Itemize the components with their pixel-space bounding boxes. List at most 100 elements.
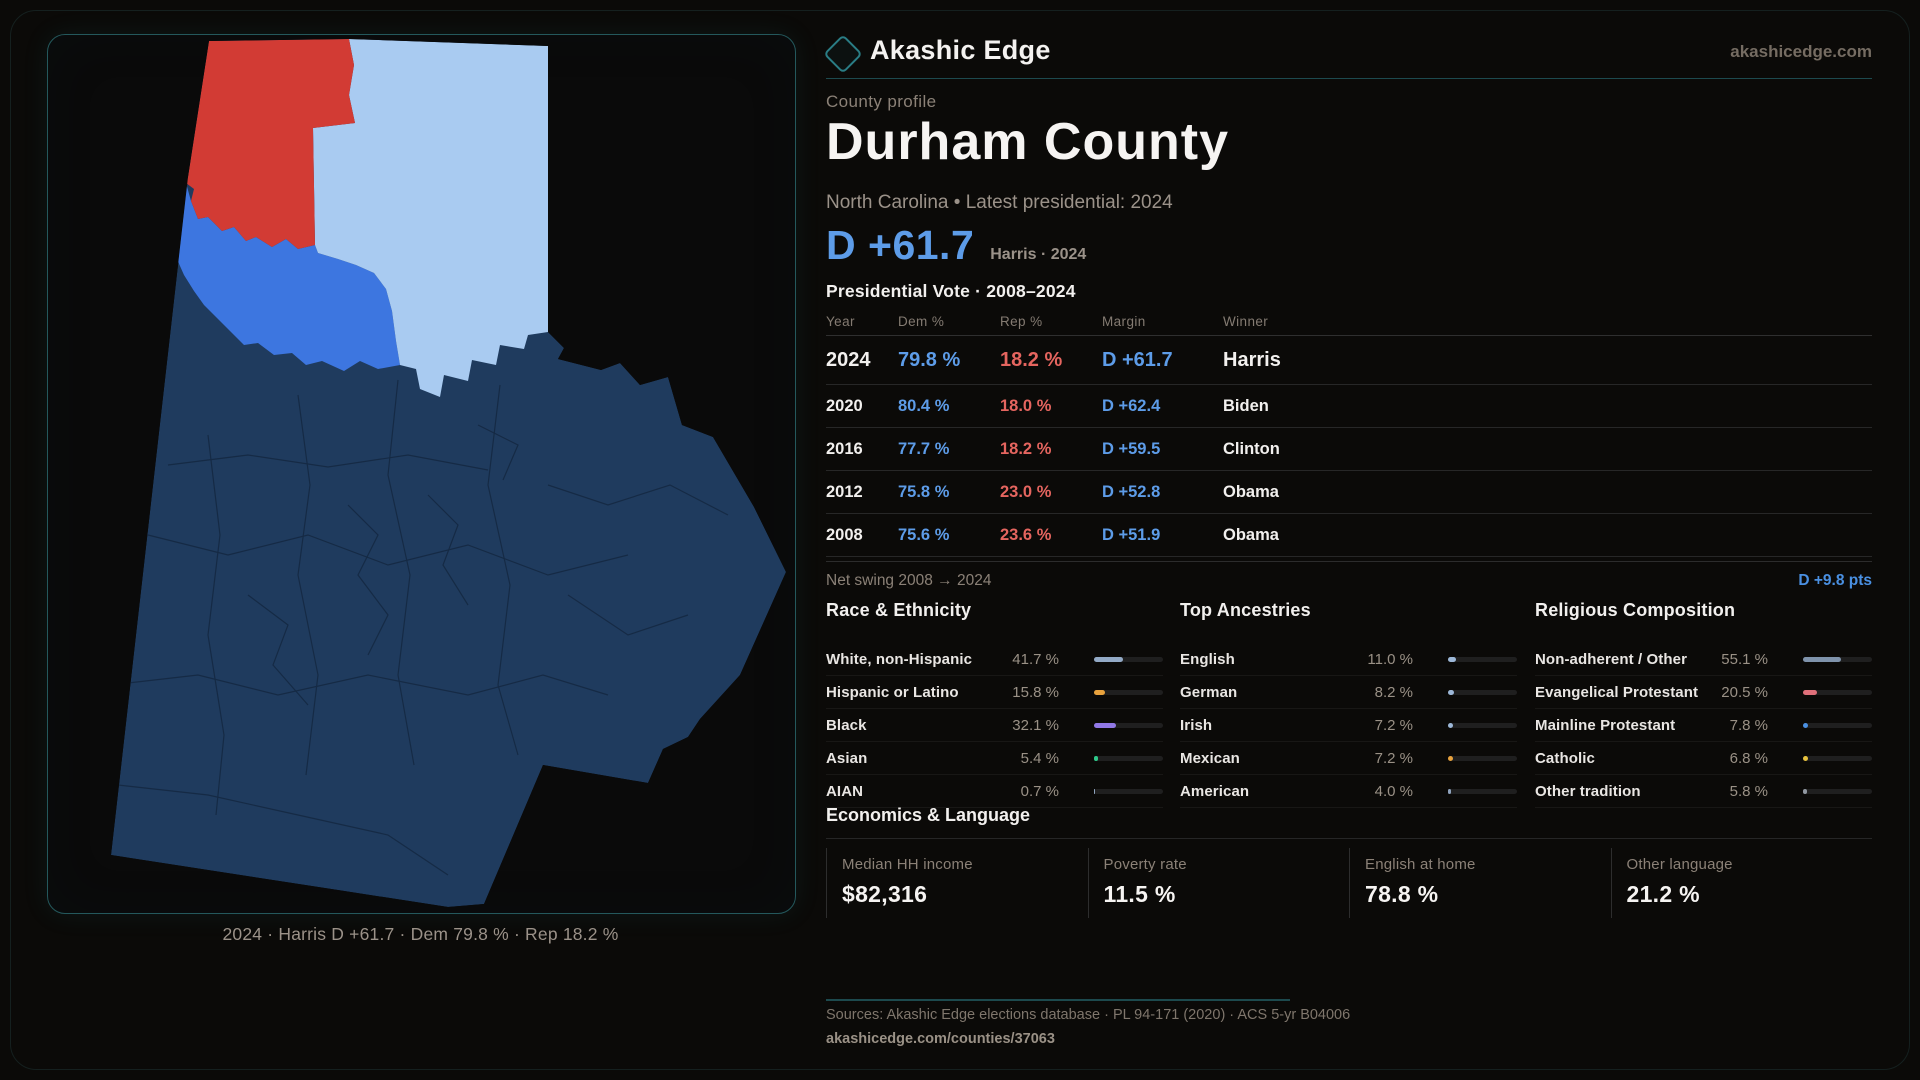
economics-grid: Median HH income $82,316 Poverty rate 11.5 … [826, 848, 1872, 918]
item-label: Mainline Protestant [1535, 717, 1676, 734]
map-caption: 2024 · Harris D +61.7 · Dem 79.8 % · Rep… [222, 924, 619, 944]
table-row: 2020 80.4 % 18.0 % D +62.4 Biden [826, 385, 1872, 428]
section-rows: Non-adherent / Other 55.1 % Evangelical Pr… [1535, 643, 1872, 808]
section-title: Top Ancestries [1180, 600, 1311, 620]
item-value: 6.8 % [1729, 750, 1768, 767]
item-label: AIAN [826, 783, 864, 800]
site-domain-link[interactable]: akashicedge.com [1730, 42, 1872, 61]
bar-fill [1803, 723, 1809, 728]
headline-margin-value: D +61.7 [826, 222, 975, 268]
bar-track [1094, 789, 1163, 794]
column-header: Dem % [898, 313, 945, 329]
footer-divider [826, 999, 1290, 1001]
winner-cell: Obama [1223, 482, 1279, 501]
vote-table-title: Presidential Vote · 2008–2024 [826, 281, 1076, 301]
page-title: Durham County [826, 113, 1229, 171]
bar-fill [1094, 723, 1117, 728]
margin-cell: D +59.5 [1102, 439, 1161, 458]
section-title: Race & Ethnicity [826, 600, 972, 620]
bar-track [1448, 789, 1517, 794]
year-cell: 2008 [826, 525, 863, 544]
brand-name: Akashic Edge [870, 35, 1051, 65]
vote-table-header: Year Dem % Rep % Margin Winner [826, 307, 1872, 336]
bar-track [1094, 690, 1163, 695]
headline-margin-context: Harris · 2024 [990, 246, 1087, 263]
dem-cell: 75.8 % [898, 482, 950, 501]
dem-cell: 79.8 % [898, 348, 961, 371]
rep-cell: 18.2 % [1000, 348, 1063, 371]
stat-value: $82,316 [842, 881, 928, 907]
stat-label: Median HH income [842, 856, 973, 873]
list-item: Mexican 7.2 % [1180, 742, 1517, 775]
bar-fill [1448, 789, 1451, 794]
bar-track [1448, 723, 1517, 728]
stat-value: 21.2 % [1626, 881, 1700, 907]
item-value: 4.0 % [1374, 783, 1413, 800]
column-header: Year [826, 313, 855, 329]
section-top-ancestries: Top Ancestries English 11.0 % German 8.2 % I… [1180, 600, 1517, 808]
stat-label: Other language [1626, 856, 1733, 873]
county-map-panel [47, 34, 796, 914]
winner-cell: Biden [1223, 396, 1269, 415]
kicker-label: County profile [826, 92, 937, 111]
list-item: Mainline Protestant 7.8 % [1535, 709, 1872, 742]
year-cell: 2016 [826, 439, 863, 458]
bar-track [1094, 657, 1163, 662]
dem-cell: 75.6 % [898, 525, 950, 544]
section-religious-composition: Religious Composition Non-adherent / Oth… [1535, 600, 1872, 808]
diamond-logo-icon [823, 34, 863, 74]
bar-fill [1448, 756, 1453, 761]
header-divider [826, 78, 1872, 79]
item-label: Other tradition [1535, 783, 1641, 800]
list-item: AIAN 0.7 % [826, 775, 1163, 808]
item-label: Black [826, 717, 867, 734]
item-label: American [1180, 783, 1250, 800]
stat-cell: Poverty rate 11.5 % [1087, 848, 1350, 918]
bar-fill [1803, 657, 1842, 662]
bar-fill [1448, 690, 1454, 695]
table-row: 2016 77.7 % 18.2 % D +59.5 Clinton [826, 428, 1872, 471]
list-item: English 11.0 % [1180, 643, 1517, 676]
bar-fill [1094, 690, 1105, 695]
margin-cell: D +51.9 [1102, 525, 1161, 544]
bar-track [1803, 723, 1872, 728]
table-row: 2008 75.6 % 23.6 % D +51.9 Obama [826, 514, 1872, 557]
list-item: Other tradition 5.8 % [1535, 775, 1872, 808]
stat-label: English at home [1365, 856, 1476, 873]
item-label: Evangelical Protestant [1535, 684, 1699, 701]
item-value: 7.2 % [1374, 717, 1413, 734]
permalink[interactable]: akashicedge.com/counties/37063 [826, 1031, 1055, 1047]
bar-track [1094, 723, 1163, 728]
bar-fill [1803, 690, 1818, 695]
bar-fill [1448, 657, 1456, 662]
dem-cell: 80.4 % [898, 396, 950, 415]
list-item: Black 32.1 % [826, 709, 1163, 742]
item-label: White, non-Hispanic [826, 651, 973, 668]
bar-fill [1094, 657, 1123, 662]
stat-value: 78.8 % [1365, 881, 1439, 907]
item-label: Hispanic or Latino [826, 684, 959, 701]
item-value: 8.2 % [1374, 684, 1413, 701]
bar-track [1803, 756, 1872, 761]
item-value: 5.4 % [1020, 750, 1059, 767]
winner-cell: Harris [1223, 348, 1281, 371]
bar-fill [1094, 756, 1098, 761]
winner-cell: Obama [1223, 525, 1279, 544]
item-value: 7.2 % [1374, 750, 1413, 767]
bar-track [1094, 756, 1163, 761]
vote-table: Year Dem % Rep % Margin Winner 2024 79.8 % 18.… [826, 307, 1872, 557]
item-label: Non-adherent / Other [1535, 651, 1688, 668]
column-header: Margin [1102, 313, 1146, 329]
map-region-rep [186, 39, 355, 249]
section-race-ethnicity: Race & Ethnicity White, non-Hispanic 41.7… [826, 600, 1163, 808]
rep-cell: 23.6 % [1000, 525, 1052, 544]
map-region-dem-light [313, 39, 548, 397]
year-cell: 2012 [826, 482, 863, 501]
table-row: 2024 79.8 % 18.2 % D +61.7 Harris [826, 336, 1872, 385]
bar-track [1803, 690, 1872, 695]
item-value: 7.8 % [1729, 717, 1768, 734]
list-item: White, non-Hispanic 41.7 % [826, 643, 1163, 676]
rep-cell: 18.0 % [1000, 396, 1052, 415]
item-label: Asian [826, 750, 868, 767]
margin-cell: D +62.4 [1102, 396, 1161, 415]
